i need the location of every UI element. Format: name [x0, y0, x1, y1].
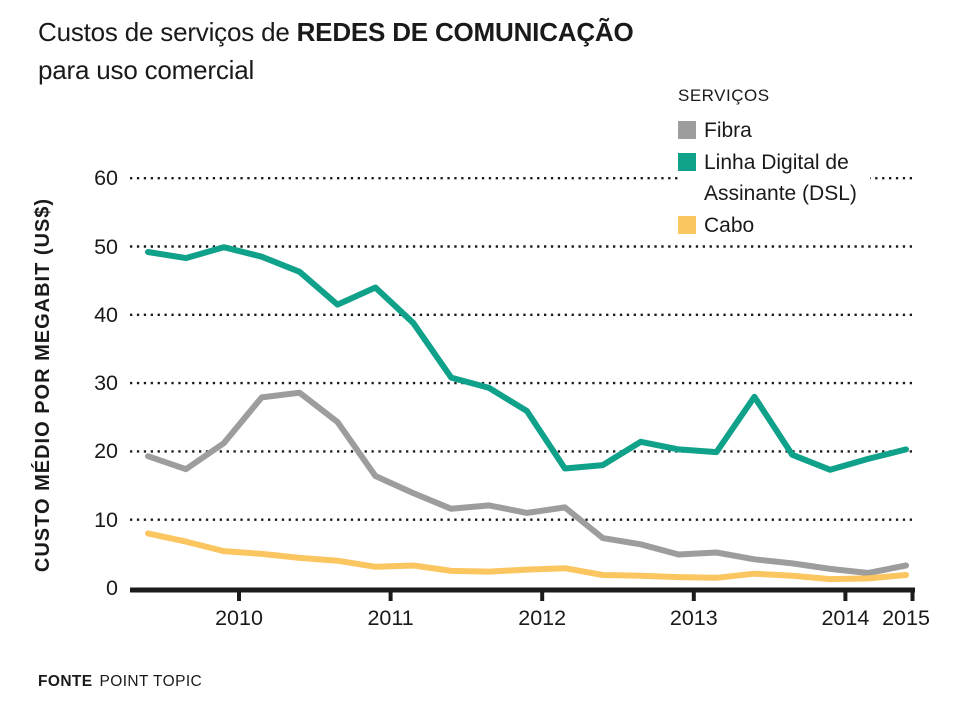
chart-title-bold: REDES DE COMUNICAÇÃO [296, 17, 634, 47]
legend: SERVIÇOS Fibra Linha Digital de Assinante… [678, 86, 870, 242]
x-tick-label-2015: 2015 [882, 606, 930, 630]
chart-title: Custos de serviços de REDES DE COMUNICAÇ… [38, 13, 634, 89]
chart-title-line1: Custos de serviços de REDES DE COMUNICAÇ… [38, 13, 634, 51]
source-label: FONTE [38, 673, 93, 690]
source-value: POINT TOPIC [99, 673, 203, 690]
y-tick-label-60: 60 [94, 166, 118, 191]
legend-items: Fibra Linha Digital de Assinante (DSL) Cab… [678, 115, 870, 241]
legend-item-label: Linha Digital de Assinante (DSL) [704, 151, 857, 205]
y-tick-label-30: 30 [94, 371, 118, 396]
legend-item-label: Cabo [704, 214, 755, 237]
legend-item: Cabo [678, 210, 870, 241]
line-fibra [145, 389, 909, 576]
legend-title: SERVIÇOS [678, 86, 770, 105]
legend-swatch-icon [678, 121, 696, 139]
legend-swatch-icon [678, 153, 696, 171]
line-linha-digital-de-assinante-dsl [145, 244, 909, 473]
x-tick-label-2014: 2014 [821, 606, 870, 630]
line-cabo [145, 530, 909, 583]
x-tick-label-2010: 2010 [215, 606, 263, 630]
source-note: FONTE POINT TOPIC [38, 673, 202, 691]
y-tick-label-50: 50 [94, 234, 118, 259]
y-tick-label-10: 10 [94, 507, 118, 532]
legend-item: Fibra [678, 115, 870, 146]
legend-item-label: Fibra [704, 119, 752, 142]
y-tick-label-40: 40 [94, 302, 118, 327]
legend-swatch-icon [678, 216, 696, 234]
x-tick-label-2013: 2013 [669, 606, 718, 630]
chart-title-prefix: Custos de serviços de [38, 17, 297, 47]
legend-item: Linha Digital de Assinante (DSL) [678, 147, 870, 209]
x-tick-label-2011: 2011 [367, 606, 414, 630]
x-tick-label-2012: 2012 [518, 606, 567, 630]
y-tick-label-20: 20 [94, 439, 118, 464]
chart-title-line2: para uso comercial [38, 55, 255, 85]
y-tick-label-0: 0 [106, 576, 118, 600]
